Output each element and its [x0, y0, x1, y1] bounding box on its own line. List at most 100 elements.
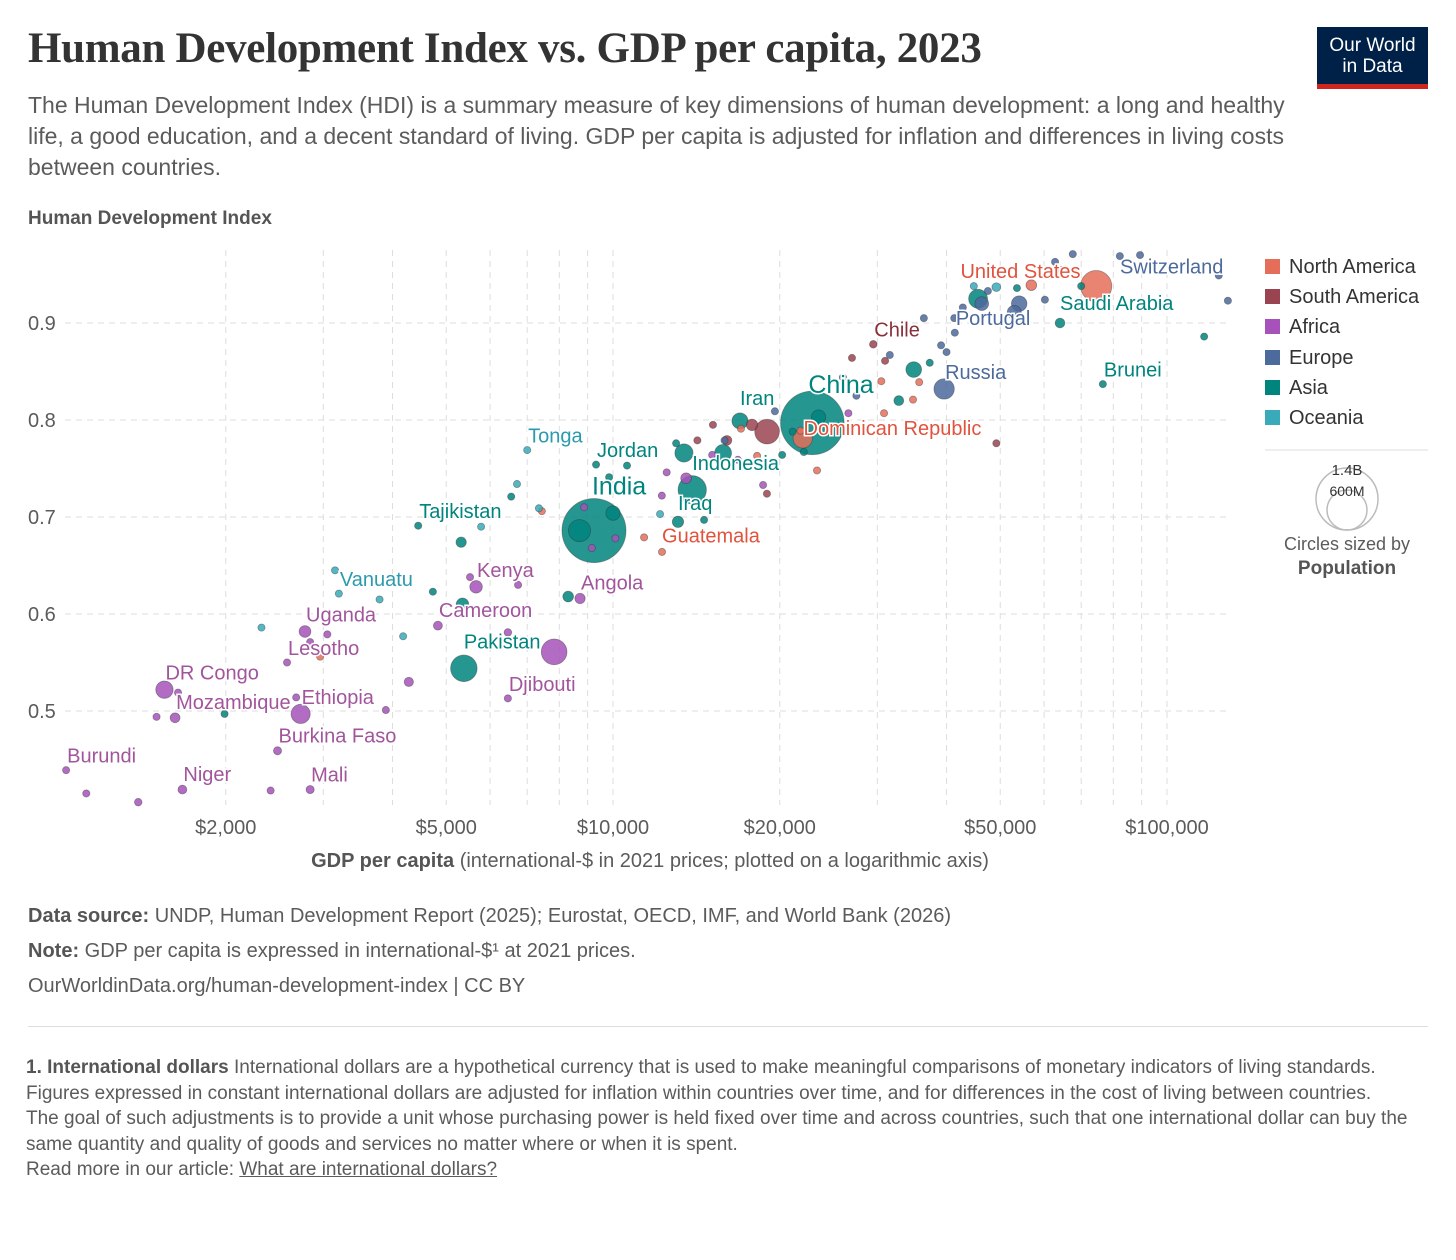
- note: Note: GDP per capita is expressed in int…: [28, 940, 636, 963]
- data-point: [323, 630, 332, 639]
- point-label: Brunei: [1104, 360, 1162, 382]
- legend-item-europe[interactable]: Europe: [1265, 347, 1354, 369]
- size-circle-small: [1326, 489, 1368, 531]
- point-kenya: [469, 580, 483, 594]
- legend-item-oceania[interactable]: Oceania: [1265, 407, 1364, 429]
- point-chile: [869, 340, 878, 349]
- footer-divider: [28, 1026, 1428, 1027]
- data-point: [1055, 265, 1064, 274]
- data-point: [623, 461, 632, 470]
- data-point: [507, 492, 516, 501]
- data-point: [937, 341, 946, 350]
- data-point: [1200, 332, 1209, 341]
- data-point: [680, 472, 692, 484]
- point-mali: [305, 785, 315, 795]
- legend-item-north-america[interactable]: North America: [1265, 256, 1416, 278]
- point-ethiopia: [290, 703, 311, 724]
- legend-item-africa[interactable]: Africa: [1265, 316, 1340, 338]
- data-point: [375, 595, 384, 604]
- data-point: [503, 628, 513, 637]
- data-point: [915, 378, 924, 387]
- footnote-p1: International dollars are a hypothetical…: [234, 1057, 1376, 1078]
- legend-swatch: [1265, 349, 1280, 365]
- data-point: [905, 361, 922, 378]
- point-label: Burundi: [67, 746, 136, 768]
- point-jordan: [592, 460, 601, 469]
- point-iraq: [671, 515, 685, 528]
- data-point: [942, 348, 951, 357]
- size-legend: 1.4B 600M Circles sized by Population: [1284, 462, 1410, 579]
- data-point: [838, 373, 847, 382]
- point-label: Cameroon: [439, 600, 532, 622]
- data-point: [1006, 304, 1022, 320]
- point-label: Pakistan: [464, 631, 541, 653]
- point-brunei: [1098, 380, 1107, 389]
- point-label: DR Congo: [165, 663, 258, 685]
- data-point: [1051, 257, 1060, 266]
- point-label: Burkina Faso: [279, 726, 397, 748]
- data-point: [534, 504, 543, 513]
- data-point: [399, 632, 408, 641]
- point-label: Portugal: [956, 308, 1030, 330]
- point-label: India: [592, 473, 646, 501]
- data-point: [587, 544, 596, 553]
- data-point: [134, 797, 143, 807]
- point-angola: [574, 592, 586, 605]
- point-russia: [933, 378, 955, 400]
- data-point: [174, 688, 183, 697]
- data-point: [220, 709, 229, 718]
- data-point: [877, 377, 886, 386]
- data-point: [466, 573, 475, 582]
- data-point: [733, 455, 742, 464]
- data-point: [292, 693, 301, 702]
- x-axis-label: GDP per capita (international-$ in 2021 …: [0, 850, 1300, 873]
- data-point: [657, 491, 666, 500]
- data-source: Data source: UNDP, Human Development Rep…: [28, 905, 951, 928]
- point-label: Switzerland: [1120, 257, 1223, 279]
- data-point: [736, 424, 745, 433]
- data-point: [477, 522, 486, 531]
- grid: [65, 250, 1230, 805]
- data-point: [974, 296, 990, 311]
- data-point: [674, 443, 694, 463]
- data-point: [885, 351, 894, 360]
- size-label-small: 600M: [1329, 483, 1364, 499]
- data-point: [1025, 279, 1038, 291]
- point-dr-congo: [155, 680, 174, 699]
- data-point: [605, 505, 621, 521]
- data-point: [909, 395, 918, 404]
- legend-item-asia[interactable]: Asia: [1265, 377, 1328, 399]
- data-point: [969, 282, 978, 291]
- point-label: Russia: [945, 362, 1007, 384]
- chart-subtitle: The Human Development Index (HDI) is a s…: [28, 92, 1285, 180]
- x-tick-label: $5,000: [416, 817, 477, 839]
- owid-logo[interactable]: Our World in Data: [1317, 27, 1428, 89]
- data-point: [745, 418, 759, 431]
- legend-label: Oceania: [1289, 407, 1364, 429]
- point-label: Saudi Arabia: [1060, 293, 1174, 315]
- data-point: [152, 712, 161, 721]
- point-vanuatu: [334, 589, 343, 598]
- y-tick-label: 0.9: [28, 313, 56, 335]
- data-point: [562, 590, 574, 603]
- data-point: [708, 450, 717, 459]
- legend-item-south-america[interactable]: South America: [1265, 286, 1419, 308]
- data-point: [958, 303, 967, 312]
- data-point: [753, 451, 762, 460]
- data-point: [852, 391, 861, 400]
- data-point: [1214, 271, 1223, 280]
- logo-line-1: Our World: [1329, 35, 1416, 56]
- legend-swatch: [1265, 319, 1280, 335]
- data-point: [580, 503, 589, 512]
- data-point: [925, 358, 934, 367]
- point-label: Guatemala: [662, 525, 761, 547]
- data-point: [762, 489, 771, 498]
- x-tick-label: $10,000: [577, 817, 649, 839]
- intl-dollars-article-link[interactable]: What are international dollars?: [239, 1159, 498, 1180]
- source-url[interactable]: OurWorldinData.org/human-development-ind…: [28, 975, 526, 997]
- size-variable: Population: [1298, 558, 1396, 579]
- data-point: [778, 450, 787, 459]
- point-label: Uganda: [306, 605, 377, 627]
- point-label: Angola: [581, 572, 644, 594]
- x-tick-label: $100,000: [1125, 817, 1208, 839]
